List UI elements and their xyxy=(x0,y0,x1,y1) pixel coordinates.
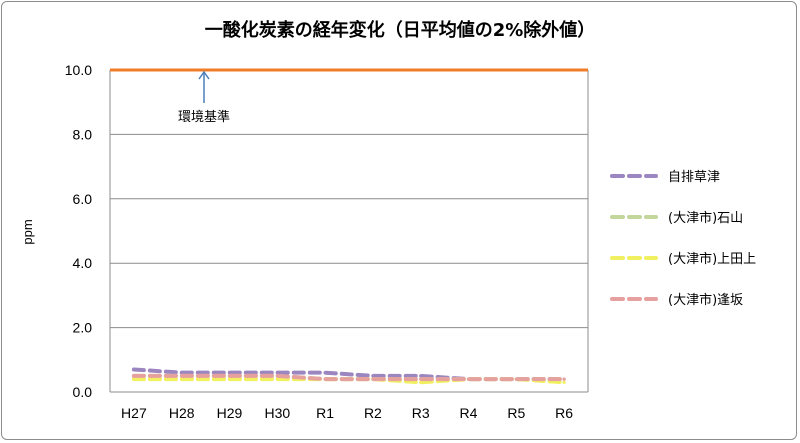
data-point xyxy=(562,380,566,384)
data-point xyxy=(227,377,232,381)
legend-label: (大津市)石山 xyxy=(668,210,743,226)
x-tick-label: H30 xyxy=(264,405,290,421)
data-point xyxy=(227,371,232,375)
y-tick-label: 8.0 xyxy=(73,126,93,142)
y-tick-label: 6.0 xyxy=(73,191,93,207)
x-tick-label: R5 xyxy=(507,405,525,421)
x-tick-label: H29 xyxy=(217,405,243,421)
data-point xyxy=(180,371,184,375)
legend-label: (大津市)上田上 xyxy=(668,251,756,267)
chart-title: 一酸化炭素の経年変化（日平均値の2%除外値） xyxy=(205,19,596,41)
series-line xyxy=(131,373,567,382)
series xyxy=(131,367,567,385)
data-point xyxy=(371,377,375,381)
data-point xyxy=(323,377,327,381)
y-tick-label: 4.0 xyxy=(73,255,93,271)
data-point xyxy=(275,371,279,375)
data-point xyxy=(419,377,423,381)
x-tick-label: R3 xyxy=(412,405,430,421)
data-point xyxy=(227,374,232,378)
standard-label: 環境基準 xyxy=(178,109,230,125)
data-point xyxy=(180,377,184,381)
y-tick-label: 0.0 xyxy=(73,384,93,400)
standard-arrow-head xyxy=(198,70,210,80)
legend-label: 自排草津 xyxy=(668,170,720,185)
y-axis-ticks: 0.0 2.0 4.0 6.0 8.0 10.0 xyxy=(65,62,92,400)
data-point xyxy=(180,374,184,378)
data-point xyxy=(514,377,518,381)
x-axis-ticks: H27 H28 H29 H30 R1 R2 R3 R4 R5 R6 xyxy=(121,405,573,421)
data-point xyxy=(419,374,423,378)
legend-label: (大津市)逢坂 xyxy=(668,292,743,308)
data-point xyxy=(466,377,471,381)
y-tick-label: 2.0 xyxy=(73,320,93,336)
x-tick-label: R4 xyxy=(460,405,478,421)
data-point xyxy=(132,374,136,378)
data-point xyxy=(275,377,279,381)
x-tick-label: R2 xyxy=(364,405,382,421)
data-point xyxy=(132,367,136,372)
data-point xyxy=(323,371,327,375)
data-point xyxy=(419,380,423,384)
y-axis-label: ppm xyxy=(20,219,35,244)
x-tick-label: H27 xyxy=(121,405,147,421)
data-point xyxy=(371,374,375,378)
data-point xyxy=(562,377,566,381)
data-point xyxy=(132,377,136,381)
data-point xyxy=(275,374,279,378)
x-tick-label: R6 xyxy=(555,405,573,421)
legend: 自排草津 (大津市)石山 (大津市)上田上 (大津市)逢坂 xyxy=(610,170,756,308)
y-tick-label: 10.0 xyxy=(65,62,92,78)
environmental-standard: 環境基準 xyxy=(110,68,588,125)
x-tick-label: R1 xyxy=(316,405,334,421)
x-tick-label: H28 xyxy=(169,405,195,421)
